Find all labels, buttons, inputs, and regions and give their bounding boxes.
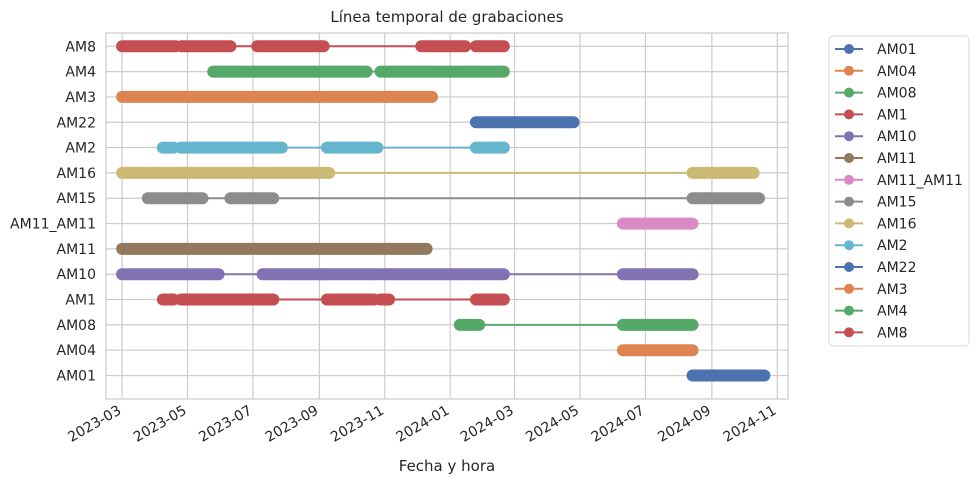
legend-marker [844, 109, 854, 120]
legend-entry: AM04 [835, 64, 917, 80]
legend-entry: AM01 [835, 42, 916, 58]
x-axis-tick-labels: 2023-03 2023-05 2023-07 2023-09 2023-11 2024-… [65, 403, 779, 446]
legend-entry: AM16 [835, 216, 917, 232]
legend-entry: AM4 [835, 304, 908, 320]
legend-box [828, 35, 970, 347]
legend-entry: AM11 [835, 151, 916, 167]
legend-marker [844, 196, 854, 207]
legend-marker [844, 44, 854, 54]
legend: AM01 AM04 AM08 AM1 AM10 AM11 AM11_AM11 AM15 AM16… [828, 35, 970, 347]
y-tick-label: AM11 [57, 242, 96, 258]
x-tick-label: 2024-09 [655, 403, 714, 446]
y-tick-label: AM1 [65, 293, 96, 309]
x-tick-label: 2023-11 [328, 403, 387, 446]
y-tick-label: AM15 [57, 191, 96, 207]
plot-frame [105, 32, 789, 400]
plot-area [105, 32, 789, 400]
legend-label: AM11_AM11 [877, 173, 963, 189]
legend-entry: AM2 [835, 238, 908, 254]
y-tick-label: AM04 [57, 343, 97, 359]
x-tick-label: 2023-05 [131, 403, 190, 446]
y-tick-label: AM10 [57, 267, 96, 283]
series-layer [116, 40, 771, 382]
legend-marker [844, 131, 854, 142]
legend-label: AM11 [877, 151, 916, 167]
legend-entry: AM1 [835, 107, 908, 123]
legend-marker [844, 262, 854, 272]
legend-entry: AM8 [835, 325, 908, 341]
legend-label: AM15 [877, 195, 916, 211]
legend-marker [844, 153, 854, 163]
legend-marker [844, 327, 854, 338]
y-tick-label: AM01 [57, 369, 96, 385]
x-tick-label: 2023-09 [263, 403, 322, 446]
legend-label: AM3 [877, 282, 908, 298]
x-tick-label: 2023-07 [196, 403, 255, 446]
legend-label: AM1 [877, 107, 908, 123]
x-tick-label: 2024-01 [394, 403, 453, 446]
legend-label: AM16 [877, 216, 917, 232]
x-tick-label: 2024-05 [523, 403, 582, 446]
legend-entry: AM15 [835, 195, 916, 211]
x-tick-label: 2024-11 [721, 403, 780, 446]
legend-entry: AM10 [835, 129, 916, 145]
legend-marker [844, 87, 854, 98]
legend-label: AM4 [877, 304, 908, 320]
legend-label: AM2 [877, 238, 908, 254]
y-axis-tick-labels: AM8 AM4 AM3 AM22 AM2 AM16 AM15 AM11_AM11 AM11 AM1… [10, 39, 96, 384]
legend-entry: AM08 [835, 86, 916, 102]
y-tick-label: AM16 [57, 166, 97, 182]
x-axis-label: Fecha y hora [399, 457, 495, 475]
legend-entry: AM22 [835, 260, 916, 276]
legend-marker [844, 218, 854, 229]
y-tick-label: AM08 [57, 318, 96, 334]
y-tick-label: AM11_AM11 [10, 217, 96, 233]
x-tick-label: 2024-03 [458, 403, 517, 446]
x-tick-label: 2023-03 [65, 403, 124, 446]
y-tick-label: AM4 [65, 65, 96, 81]
x-tick-label: 2024-07 [589, 403, 648, 446]
legend-label: AM22 [877, 260, 916, 276]
legend-label: AM04 [877, 64, 917, 80]
legend-label: AM08 [877, 86, 916, 102]
y-tick-label: AM2 [65, 141, 96, 157]
legend-label: AM01 [877, 42, 916, 58]
y-tick-label: AM3 [65, 90, 96, 106]
legend-label: AM10 [877, 129, 916, 145]
legend-marker [844, 174, 854, 185]
chart-title: Línea temporal de grabaciones [330, 8, 563, 26]
legend-label: AM8 [877, 325, 908, 341]
legend-marker [844, 305, 854, 316]
legend-entry: AM3 [835, 282, 908, 298]
legend-entry: AM11_AM11 [835, 173, 963, 189]
legend-marker [844, 240, 854, 251]
legend-marker [844, 283, 854, 294]
y-tick-label: AM22 [57, 115, 96, 131]
y-tick-label: AM8 [65, 39, 96, 55]
legend-marker [844, 65, 854, 76]
